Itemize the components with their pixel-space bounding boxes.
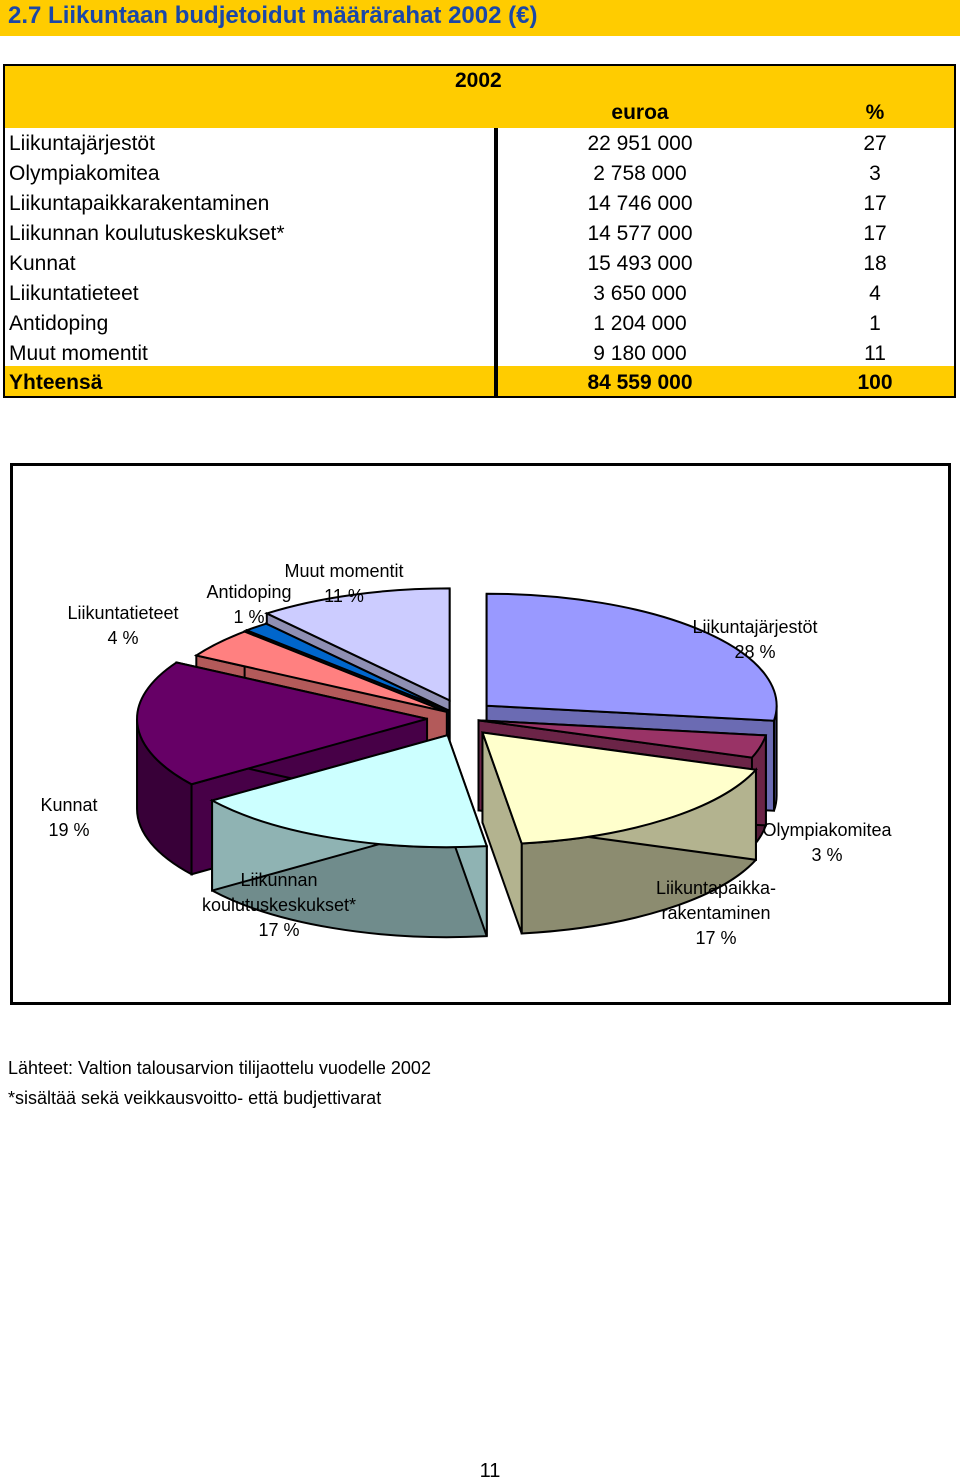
pie-label: Liikuntapaikka-rakentaminen 17 % [656, 878, 776, 948]
total-euro: 84 559 000 [587, 371, 693, 394]
pie-slice-olympiakomitea [478, 719, 768, 759]
row-euro: 14 746 000 [587, 192, 693, 215]
pie-label: Liikunnan koulutuskeskukset* 17 % [202, 870, 356, 940]
row-pct: 27 [863, 132, 887, 155]
table-header-band [5, 66, 954, 128]
row-euro: 2 758 000 [593, 162, 687, 185]
pie-slice-liikuntatieteet [193, 630, 448, 713]
row-pct: 3 [869, 162, 881, 185]
row-label: Olympiakomitea [9, 162, 160, 185]
row-pct: 4 [869, 282, 881, 305]
row-label: Liikunnan koulutuskeskukset* [9, 222, 285, 245]
col-header-euro: euroa [611, 101, 669, 124]
pie-label: Antidoping 1 % [206, 582, 291, 627]
row-euro: 15 493 000 [587, 252, 693, 275]
row-label: Kunnat [9, 252, 76, 275]
title-bar [0, 0, 960, 36]
table-total-band [5, 366, 954, 396]
source-note: Lähteet: Valtion talousarvion tilijaotte… [8, 1058, 431, 1078]
row-label: Liikuntatieteet [9, 282, 139, 305]
page-number: 11 [479, 1460, 501, 1482]
pie-chart-svg: Liikuntajärjestöt 28 % Olympiakomitea 3 % Li… [40, 561, 892, 948]
pie-label: Muut momentit 11 % [284, 561, 403, 606]
pie-label: Kunnat 19 % [40, 795, 97, 840]
pie-slice-antidoping [244, 622, 450, 712]
row-pct: 11 [864, 342, 886, 365]
row-label: Muut momentit [9, 342, 148, 365]
year-header: 2002 [455, 69, 502, 92]
pie-label: Liikuntatieteet 4 % [67, 603, 178, 648]
row-label: Liikuntajärjestöt [9, 132, 155, 155]
pie-label: Olympiakomitea 3 % [762, 820, 892, 865]
budget-table: 2002 euroa % Liikuntajärjestöt 22 951 00… [3, 64, 956, 398]
pie-slice-liikuntapaikka--rakentaminen [480, 731, 758, 845]
total-pct: 100 [857, 371, 893, 394]
page-title: 2.7 Liikuntaan budjetoidut määrärahat 20… [8, 2, 538, 29]
row-pct: 1 [869, 312, 881, 335]
row-euro: 22 951 000 [587, 132, 693, 155]
row-euro: 9 180 000 [593, 342, 687, 365]
col-header-pct: % [865, 101, 885, 124]
footnote: *sisältää sekä veikkausvoitto- että budj… [8, 1088, 382, 1108]
pie-chart: Liikuntajärjestöt 28 % Olympiakomitea 3 % Li… [10, 463, 951, 1005]
total-label: Yhteensä [9, 371, 103, 394]
pie-label: Liikuntajärjestöt 28 % [692, 617, 817, 662]
row-euro: 14 577 000 [587, 222, 693, 245]
row-pct: 17 [863, 222, 887, 245]
pie-slice-kunnat [136, 661, 428, 786]
row-euro: 3 650 000 [593, 282, 687, 305]
row-pct: 18 [863, 252, 887, 275]
table-divider [494, 128, 498, 396]
pie-slice-muut-momentit [264, 587, 451, 702]
pie-slice-liikunnan-koulutuskeskukset [209, 733, 489, 849]
row-label: Liikuntapaikkarakentaminen [9, 192, 270, 215]
row-pct: 17 [863, 192, 887, 215]
row-euro: 1 204 000 [593, 312, 687, 335]
pie-slice-liikuntajärjestöt [485, 592, 778, 722]
row-label: Antidoping [9, 312, 109, 335]
